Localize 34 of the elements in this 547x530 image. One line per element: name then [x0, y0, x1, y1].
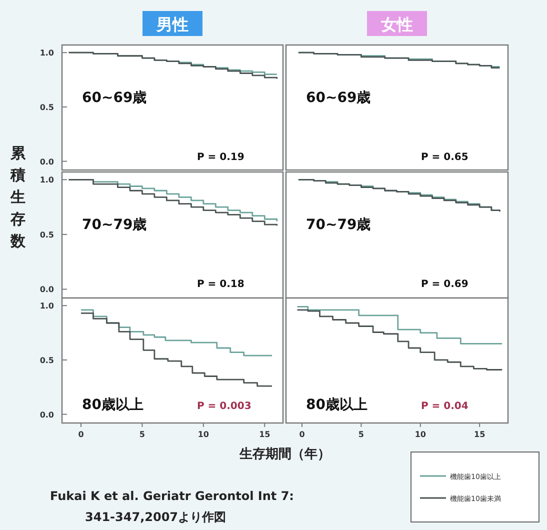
x-tick-label: 0	[299, 430, 306, 439]
y-axis-title: 累積生存数	[10, 144, 26, 250]
y-tick-label: 1.0	[40, 176, 54, 185]
y-tick-label: 0.0	[40, 157, 54, 166]
annotation: 70~79歳	[306, 217, 371, 233]
annotation: P = 0.18	[197, 279, 244, 290]
annotation: 60~69歳	[82, 90, 147, 106]
annotation: P = 0.65	[421, 152, 468, 163]
y-tick-label: 0.5	[40, 356, 54, 365]
chart-title: 男性	[156, 15, 188, 34]
x-tick-label: 0	[78, 430, 84, 439]
y-tick-label: 0.0	[40, 410, 54, 420]
y-tick-label: 0.5	[40, 230, 54, 240]
chart-title: 女性	[380, 15, 413, 34]
y-tick-label: 0.5	[40, 102, 54, 112]
y-tick-label: 1.0	[40, 48, 54, 58]
annotation: P = 0.04	[421, 401, 468, 412]
y-tick-label: 1.0	[40, 302, 54, 311]
x-tick-label: 15	[259, 430, 271, 439]
x-tick-label: 15	[474, 430, 486, 439]
annotation: P = 0.003	[197, 401, 252, 412]
x-tick-label: 10	[414, 430, 426, 439]
annotation: 70~79歳	[82, 217, 147, 233]
x-tick-label: 5	[358, 430, 364, 439]
y-tick-label: 0.0	[40, 285, 54, 294]
annotation: 80歳以上	[306, 397, 368, 413]
annotation: P = 0.19	[197, 152, 244, 163]
annotation: 60~69歳	[306, 90, 371, 106]
annotation: 80歳以上	[82, 397, 144, 413]
text: Fukai K et al. Geriatr Gerontol Int 7: 341-347,2007より作図	[50, 489, 294, 524]
x-tick-label: 5	[139, 430, 146, 439]
annotation: P = 0.69	[421, 279, 468, 290]
x-tick-label: 10	[198, 430, 210, 439]
x-axis-title: 生存期間（年）	[238, 447, 330, 462]
